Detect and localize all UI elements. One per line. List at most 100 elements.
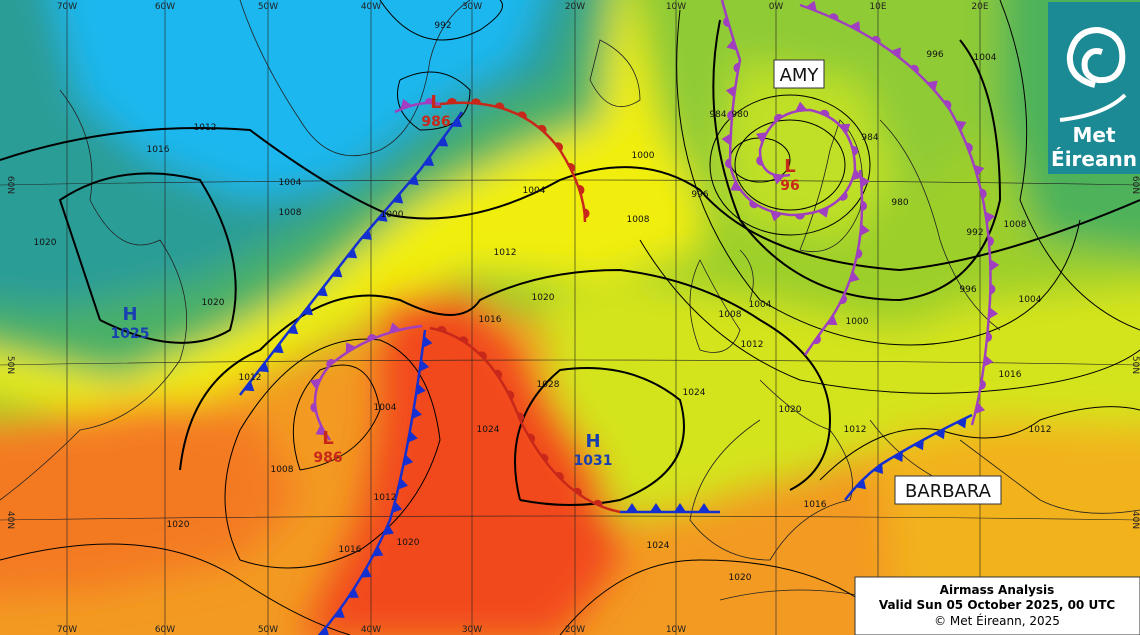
front-symbol	[849, 20, 861, 32]
latitude-label: 50N	[5, 356, 15, 374]
front-symbol	[478, 351, 487, 360]
latitude-label: 60N	[1130, 176, 1140, 194]
front-symbol	[415, 383, 426, 396]
front-symbol	[860, 175, 871, 188]
isobar-label: 1008	[271, 465, 294, 475]
front-symbol	[584, 208, 590, 219]
pressure-value: 1025	[111, 326, 150, 342]
front-symbol	[795, 101, 808, 112]
front-symbol	[593, 499, 603, 507]
isobar-label: 996	[691, 190, 708, 200]
isobar-label: 1016	[479, 315, 502, 325]
front-symbol	[725, 158, 731, 169]
longitude-label: 60W	[155, 625, 175, 635]
front-symbol	[316, 285, 328, 297]
front-symbol	[527, 433, 536, 443]
front-symbol	[572, 487, 582, 496]
isobar-label: 1016	[999, 370, 1022, 380]
front-symbol	[860, 223, 870, 236]
isobar-label: 1000	[632, 151, 655, 161]
front-symbol	[408, 174, 419, 186]
front-symbol	[988, 236, 994, 247]
isobar-label: 980	[731, 110, 748, 120]
front-symbol	[985, 211, 995, 224]
front-symbol	[727, 110, 733, 121]
latitude-label: 40N	[1130, 511, 1140, 529]
front-symbol	[721, 133, 731, 146]
isobar-label: 1008	[1004, 220, 1027, 230]
longitude-label: 40W	[361, 625, 381, 635]
front-symbol	[980, 379, 986, 390]
front-symbol	[813, 335, 821, 345]
front-symbol	[310, 402, 317, 413]
front-symbol	[990, 259, 1000, 272]
longitude-label: 70W	[57, 2, 77, 12]
isobar-label: 1020	[779, 405, 802, 415]
front-symbol	[419, 359, 430, 372]
front-symbol	[258, 361, 269, 373]
front-symbol	[436, 326, 447, 333]
front-symbol	[383, 524, 394, 536]
front-symbols	[243, 0, 1000, 635]
front-symbol	[376, 211, 388, 222]
front-symbol	[974, 402, 986, 415]
front-symbol	[540, 453, 549, 463]
storm-name: BARBARA	[905, 481, 992, 502]
isobar-label: 1012	[239, 373, 262, 383]
front-symbol	[400, 98, 412, 110]
longitude-label: 0W	[769, 2, 784, 12]
front-symbol	[980, 188, 987, 199]
front-symbol	[392, 193, 404, 204]
front-symbol	[988, 307, 999, 320]
front-symbol	[537, 124, 547, 134]
pressure-value: 96	[780, 178, 799, 194]
front-symbol	[333, 607, 345, 618]
front-symbol	[856, 248, 863, 259]
isobar-label: 1024	[647, 541, 670, 551]
isobar-label: 1004	[374, 403, 397, 413]
isobar-label: 1020	[167, 520, 190, 530]
front-symbol	[470, 98, 481, 104]
front-symbol	[773, 113, 784, 122]
front-symbol	[934, 428, 946, 440]
storm-name: AMY	[780, 65, 820, 86]
latitude-label: 40N	[5, 511, 15, 529]
front-symbol	[849, 271, 860, 283]
front-symbol	[392, 501, 403, 513]
front-symbol	[446, 98, 457, 104]
front-symbol	[927, 80, 938, 92]
longitude-label: 60W	[155, 2, 175, 12]
front-symbol	[966, 142, 973, 153]
longitude-label: 20W	[565, 625, 585, 635]
pressure-symbol: L	[784, 156, 795, 177]
front-symbol	[892, 451, 903, 463]
front-symbol	[555, 472, 564, 481]
front-symbol	[986, 332, 993, 343]
legend-title: Airmass Analysis	[940, 583, 1055, 597]
isobar-label: 1020	[729, 573, 752, 583]
isobar-label: 1004	[974, 53, 997, 63]
isobar-label: 1012	[1029, 425, 1052, 435]
front-symbol	[973, 164, 985, 177]
front-symbol	[554, 142, 563, 152]
front-symbol	[361, 229, 372, 240]
front-symbol	[955, 417, 967, 429]
front-symbol	[302, 304, 313, 316]
front-symbol	[397, 477, 409, 490]
front-symbol	[872, 463, 883, 475]
isobar-label: 996	[926, 50, 943, 60]
front-symbol	[861, 200, 867, 211]
front-symbol	[851, 145, 859, 156]
logo-line1: Met	[1072, 123, 1115, 147]
front-symbol	[287, 323, 299, 335]
isobar-label: 1008	[279, 208, 302, 218]
longitude-label: 50W	[258, 2, 278, 12]
front-symbol	[407, 430, 418, 443]
isobar-label: 1024	[683, 388, 706, 398]
isobar-label: 1012	[194, 123, 217, 133]
front-symbol	[839, 294, 848, 304]
